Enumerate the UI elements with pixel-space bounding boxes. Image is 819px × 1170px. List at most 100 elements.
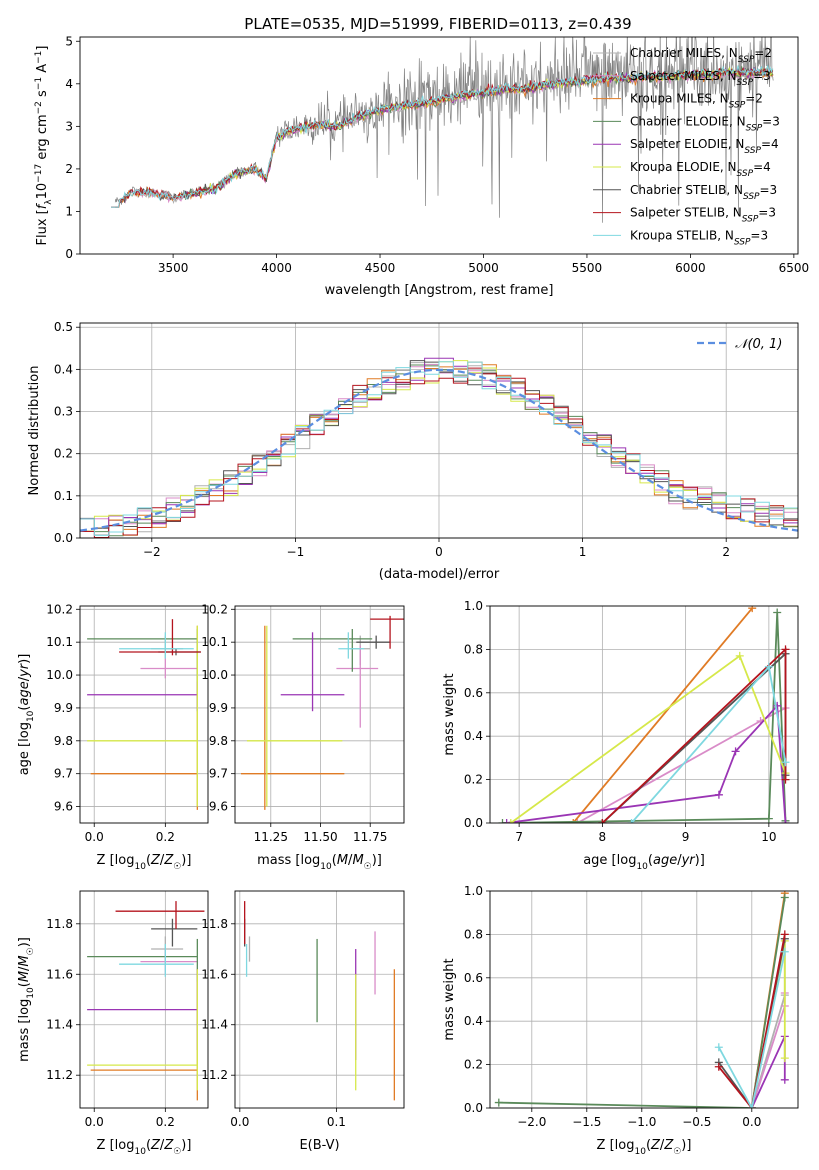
mass-vs-ebv-ytick-label: 11.2 [201, 1068, 228, 1082]
errorbar-salpeter-stelib [119, 619, 201, 656]
errorbar-salpeter-elodie [87, 969, 198, 1050]
weight-marker [773, 608, 782, 617]
weight-series-kroupa-stelib [714, 947, 789, 1108]
weight-marker [781, 645, 790, 654]
age-vs-z-ylabel: age [log10(age/yr)] [17, 654, 36, 776]
mass-weight-vs-z-axes: −2.0 −1.5 −1.0 −0.5 0.0 0.0 0.2 0.4 0.6 0.8 1.0 [464, 884, 798, 1129]
weight-marker [598, 819, 607, 823]
mass-vs-ebv-axes: 0.0 0.1 11.2 11.4 11.6 11.8 [201, 891, 404, 1129]
age-vs-z-ytick-label: 10.1 [46, 635, 73, 649]
mass-vs-ebv-xlabel: E(B-V) [299, 1138, 339, 1153]
weight-marker [764, 814, 773, 823]
age-vs-mass-ytick-label: 9.7 [209, 767, 228, 781]
mass-weight-vs-age-ylabel: mass weight [442, 673, 457, 755]
weight-marker [781, 758, 790, 767]
mass-weight-vs-age-xtick-label: 7 [515, 830, 523, 844]
weight-marker [773, 701, 782, 710]
errorbar-kroupa-stelib [119, 943, 194, 977]
age-vs-mass-ytick-label: 9.6 [209, 800, 228, 814]
mass-vs-ebv-errorbars [244, 901, 395, 1101]
mass-vs-z-ylabel: mass [log10(M/M☉)] [17, 937, 36, 1062]
weight-marker [764, 662, 773, 671]
mass-vs-ebv-frame [234, 890, 405, 1109]
spectrum-axes: 3500 4000 4500 5000 5500 6000 6500 0 1 2 3 4 5 [65, 34, 809, 275]
errorbar-kroupa-elodie [246, 625, 343, 807]
mass-weight-vs-z-ytick-label: 0.0 [464, 1101, 483, 1115]
spectrum-ytick-label: 5 [65, 34, 73, 48]
mass-weight-vs-z-ytick-label: 1.0 [464, 884, 483, 898]
spectrum-xtick-label: 5000 [468, 261, 499, 275]
legend-entry: Kroupa MILES, NSSP=2 [630, 92, 763, 111]
mass-vs-z-errorbars [87, 901, 205, 1101]
mass-vs-z-ytick-label: 11.4 [46, 1018, 73, 1032]
gaussian-reference-curve [80, 368, 798, 532]
age-vs-mass-ytick-label: 9.9 [209, 701, 228, 715]
mass-vs-z-xtick-label: 0.2 [156, 1115, 175, 1129]
weight-marker [780, 930, 789, 939]
age-vs-mass-ytick-label: 10.1 [201, 635, 228, 649]
legend-entry: Salpeter ELODIE, NSSP=4 [630, 137, 779, 156]
errorbar-kroupa-miles [90, 969, 198, 1101]
residuals-ytick-label: 0.5 [54, 320, 73, 334]
age-vs-mass-xtick-label: 11.50 [303, 830, 337, 844]
legend-entry: Chabrier ELODIE, NSSP=3 [630, 114, 780, 133]
weight-marker [494, 1098, 503, 1107]
mass-weight-vs-age-xtick-label: 8 [599, 830, 607, 844]
mass-vs-z-xtick-label: 0.0 [85, 1115, 104, 1129]
mass-weight-vs-z-ytick-label: 0.4 [464, 1014, 483, 1028]
weight-marker [506, 819, 515, 823]
residuals-xtick-label: 1 [579, 545, 587, 559]
mass-weight-vs-age-xtick-label: 10 [761, 830, 776, 844]
age-vs-z-ytick-label: 9.6 [54, 800, 73, 814]
residuals-ytick-label: 0.2 [54, 447, 73, 461]
mass-vs-ebv-xtick-label: 0.1 [327, 1115, 346, 1129]
errorbar-kroupa-elodie [87, 625, 198, 807]
errorbar-chabrier-elodie [87, 629, 198, 712]
residuals-xtick-label: −1 [287, 545, 305, 559]
mass-vs-ebv-ytick-label: 11.6 [201, 967, 228, 981]
age-vs-z-ytick-label: 9.7 [54, 767, 73, 781]
mass-weight-vs-z-xtick-label: 0.0 [742, 1115, 761, 1129]
mass-weight-vs-z-ytick-label: 0.6 [464, 971, 483, 985]
errorbar-chabrier-elodie [87, 938, 198, 982]
figure-title: PLATE=0535, MJD=51999, FIBERID=0113, z=0… [244, 15, 631, 33]
mass-weight-vs-age-xtick-label: 9 [682, 830, 690, 844]
weight-series-salpeter-elodie [502, 701, 790, 823]
legend-entry: Chabrier MILES, NSSP=2 [630, 46, 772, 65]
mass-weight-vs-age-ytick-label: 0.2 [464, 773, 483, 787]
weight-marker [747, 1104, 756, 1108]
weight-marker [780, 1054, 789, 1063]
age-vs-mass-ytick-label: 10.0 [201, 668, 228, 682]
weight-marker [780, 893, 789, 902]
residuals-xtick-label: 2 [722, 545, 730, 559]
mass-weight-vs-z-ylabel: mass weight [442, 958, 457, 1040]
spectrum-xtick-label: 3500 [158, 261, 189, 275]
weight-marker [627, 819, 636, 823]
mass-weight-vs-z-ytick-label: 0.2 [464, 1058, 483, 1072]
mass-vs-z-ytick-label: 11.2 [46, 1068, 73, 1082]
errorbar-chabrier-elodie [292, 629, 373, 672]
weight-marker [714, 1043, 723, 1052]
mass-weight-vs-age-ytick-label: 0.4 [464, 729, 483, 743]
mass-vs-ebv-ytick-label: 11.8 [201, 917, 228, 931]
legend-entry: 𝒩(0, 1) [735, 337, 782, 352]
residuals-ytick-label: 0.0 [54, 531, 73, 545]
mass-vs-z-axes: 0.0 0.2 11.2 11.4 11.6 11.8 [46, 891, 208, 1129]
mass-weight-vs-age-frame [489, 605, 799, 824]
weight-marker [781, 775, 790, 784]
mass-vs-ebv-ytick-label: 11.4 [201, 1018, 228, 1032]
residuals-ytick-label: 0.3 [54, 405, 73, 419]
residuals-xlabel: (data-model)/error [379, 567, 500, 582]
residuals-xtick-label: −2 [143, 545, 161, 559]
age-vs-mass-errorbars [240, 615, 404, 810]
age-vs-mass-xtick-label: 11.25 [254, 830, 288, 844]
age-vs-z-xlabel: Z [log10(Z/Z☉)] [97, 853, 192, 872]
age-vs-mass-xtick-label: 11.75 [353, 830, 387, 844]
age-vs-z-errorbars [87, 619, 201, 810]
legend-entry: Kroupa ELODIE, NSSP=4 [630, 160, 771, 179]
age-vs-z-xtick-label: 0.2 [156, 830, 175, 844]
residual-hist-salpeter-stelib [80, 367, 798, 538]
weight-series-salpeter-stelib [598, 645, 790, 823]
age-vs-mass-ytick-label: 9.8 [209, 734, 228, 748]
errorbar-salpeter-stelib [115, 901, 205, 929]
